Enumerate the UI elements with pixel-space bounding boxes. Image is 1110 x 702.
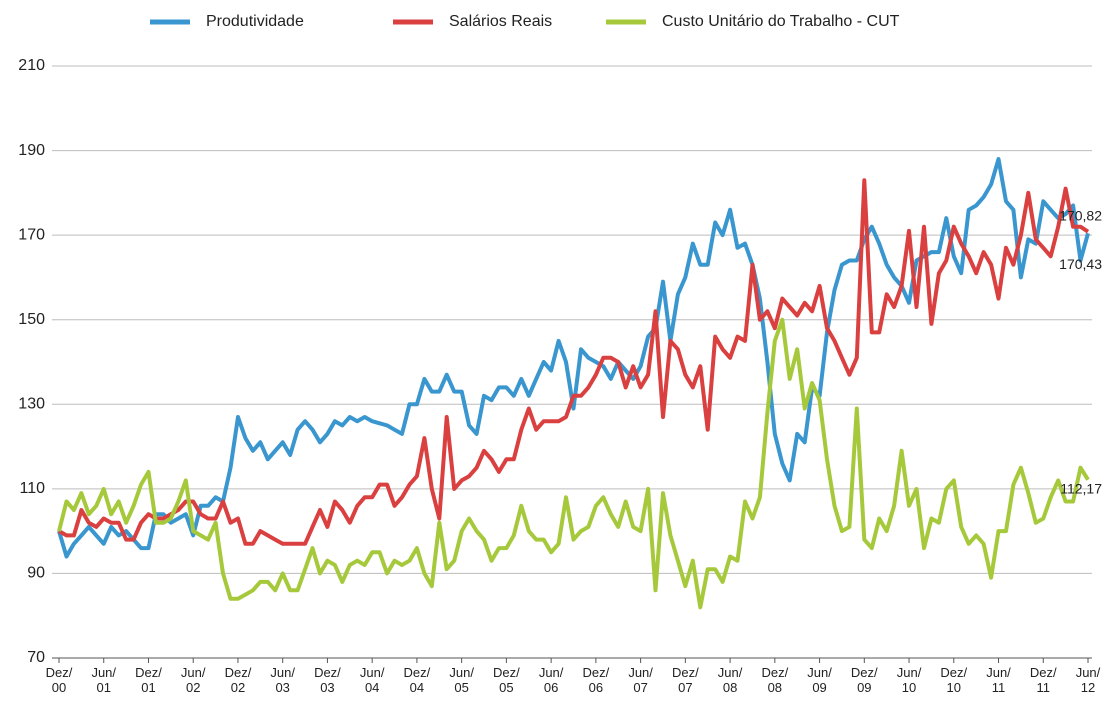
x-tick-label: Dez/05 — [493, 665, 520, 695]
x-tick-label: Dez/09 — [851, 665, 878, 695]
value-label: 112,17 — [1060, 480, 1102, 496]
x-tick-label: Dez/00 — [46, 665, 73, 695]
series-line — [58, 178, 1090, 546]
x-tick-label: Jun/08 — [718, 665, 743, 695]
legend-label: Salários Reais — [449, 13, 552, 30]
x-tick-label: Jun/06 — [539, 665, 564, 695]
x-tick-label: Jun/11 — [986, 665, 1011, 695]
value-label: 170,82 — [1059, 207, 1102, 223]
x-tick-label: Dez/07 — [672, 665, 699, 695]
series-line — [57, 317, 1090, 610]
y-tick-label: 150 — [18, 311, 45, 328]
y-tick-label: 210 — [18, 57, 45, 74]
x-tick-label: Jun/04 — [360, 665, 385, 695]
x-tick-label: Jun/09 — [807, 665, 832, 695]
y-tick-label: 190 — [18, 142, 45, 159]
x-tick-label: Dez/06 — [583, 665, 610, 695]
x-tick-label: Jun/05 — [449, 665, 474, 695]
x-tick-label: Jun/02 — [181, 665, 206, 695]
x-tick-label: Dez/03 — [314, 665, 341, 695]
y-tick-label: 90 — [27, 565, 45, 582]
x-tick-label: Dez/10 — [940, 665, 967, 695]
y-tick-label: 170 — [18, 226, 45, 243]
x-tick-label: Jun/12 — [1076, 665, 1101, 695]
x-tick-label: Jun/10 — [897, 665, 922, 695]
legend-label: Custo Unitário do Trabalho - CUT — [662, 13, 900, 30]
x-tick-label: Jun/07 — [628, 665, 653, 695]
x-tick-label: Dez/11 — [1030, 665, 1057, 695]
x-tick-label: Jun/03 — [270, 665, 295, 695]
x-tick-label: Jun/01 — [91, 665, 116, 695]
y-tick-label: 70 — [27, 649, 45, 666]
x-tick-label: Dez/01 — [135, 665, 162, 695]
y-tick-label: 110 — [19, 480, 45, 497]
series-line — [57, 157, 1090, 559]
x-tick-label: Dez/08 — [761, 665, 788, 695]
legend-label: Produtividade — [206, 13, 304, 30]
value-label: 170,43 — [1059, 256, 1102, 272]
x-tick-label: Dez/04 — [404, 665, 431, 695]
y-tick-label: 130 — [18, 396, 45, 413]
x-tick-label: Dez/02 — [225, 665, 252, 695]
